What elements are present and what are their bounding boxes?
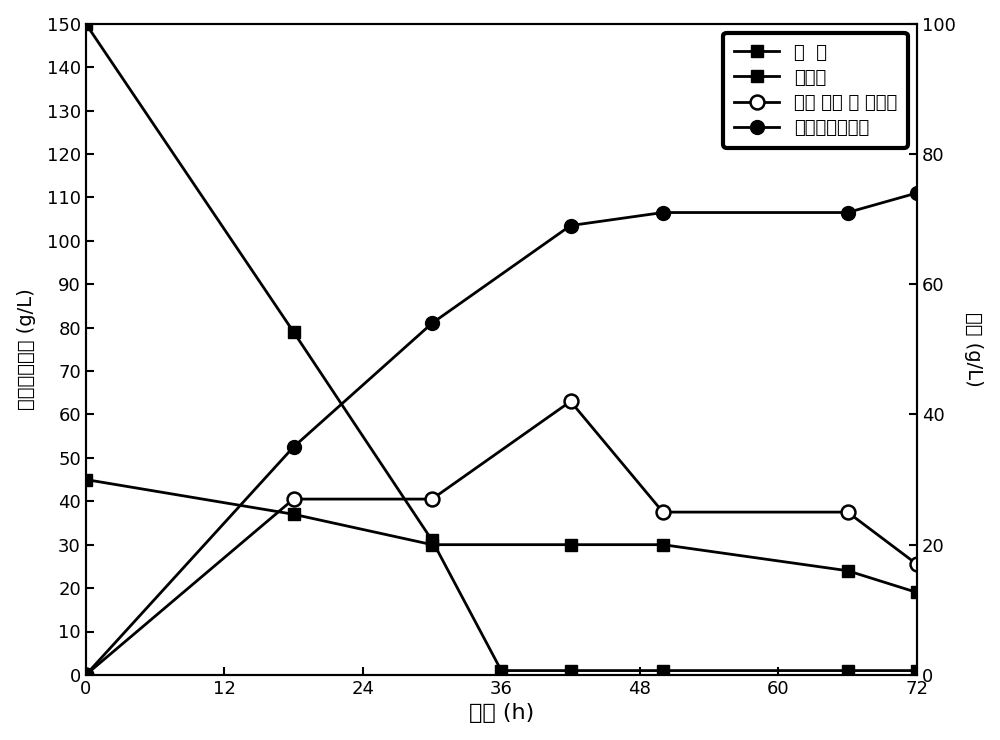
Legend: 木  糖, 药葡糖, 发酵 罐中 乙 醇含量, 总收集的乙醇量: 木 糖, 药葡糖, 发酵 罐中 乙 醇含量, 总收集的乙醇量 [723,33,908,148]
Line: 木  糖: 木 糖 [80,474,922,598]
发酵 罐中 乙 醇含量 [657,508,669,517]
发酵 罐中 乙 醇含量 [288,494,300,503]
药葡糖 [426,536,438,545]
药葡糖 [80,19,92,28]
药葡糖 [288,328,300,337]
木  糖 [911,588,923,597]
Line: 总收集的乙醇量: 总收集的乙醇量 [79,186,924,682]
总收集的乙醇量 [288,443,300,451]
木  糖 [80,475,92,484]
总收集的乙醇量 [657,208,669,217]
木  糖 [565,540,577,549]
药葡糖 [657,666,669,675]
发酵 罐中 乙 醇含量 [911,559,923,568]
木  糖 [426,540,438,549]
Line: 发酵 罐中 乙 醇含量: 发酵 罐中 乙 醇含量 [79,394,924,682]
Line: 药葡糖: 药葡糖 [80,18,922,676]
药葡糖 [911,666,923,675]
总收集的乙醇量 [565,221,577,230]
总收集的乙醇量 [842,208,854,217]
发酵 罐中 乙 醇含量 [842,508,854,517]
药葡糖 [565,666,577,675]
总收集的乙醇量 [911,189,923,198]
Y-axis label: 药葡糖和木糖 (g/L): 药葡糖和木糖 (g/L) [17,289,36,410]
发酵 罐中 乙 醇含量 [80,670,92,679]
发酵 罐中 乙 醇含量 [426,494,438,503]
X-axis label: 时间 (h): 时间 (h) [469,703,534,723]
木  糖 [657,540,669,549]
木  糖 [842,566,854,575]
药葡糖 [842,666,854,675]
发酵 罐中 乙 醇含量 [565,397,577,406]
药葡糖 [495,666,507,675]
总收集的乙醇量 [426,319,438,328]
木  糖 [288,510,300,519]
总收集的乙醇量 [80,670,92,679]
Y-axis label: 乙醇 (g/L): 乙醇 (g/L) [964,312,983,387]
